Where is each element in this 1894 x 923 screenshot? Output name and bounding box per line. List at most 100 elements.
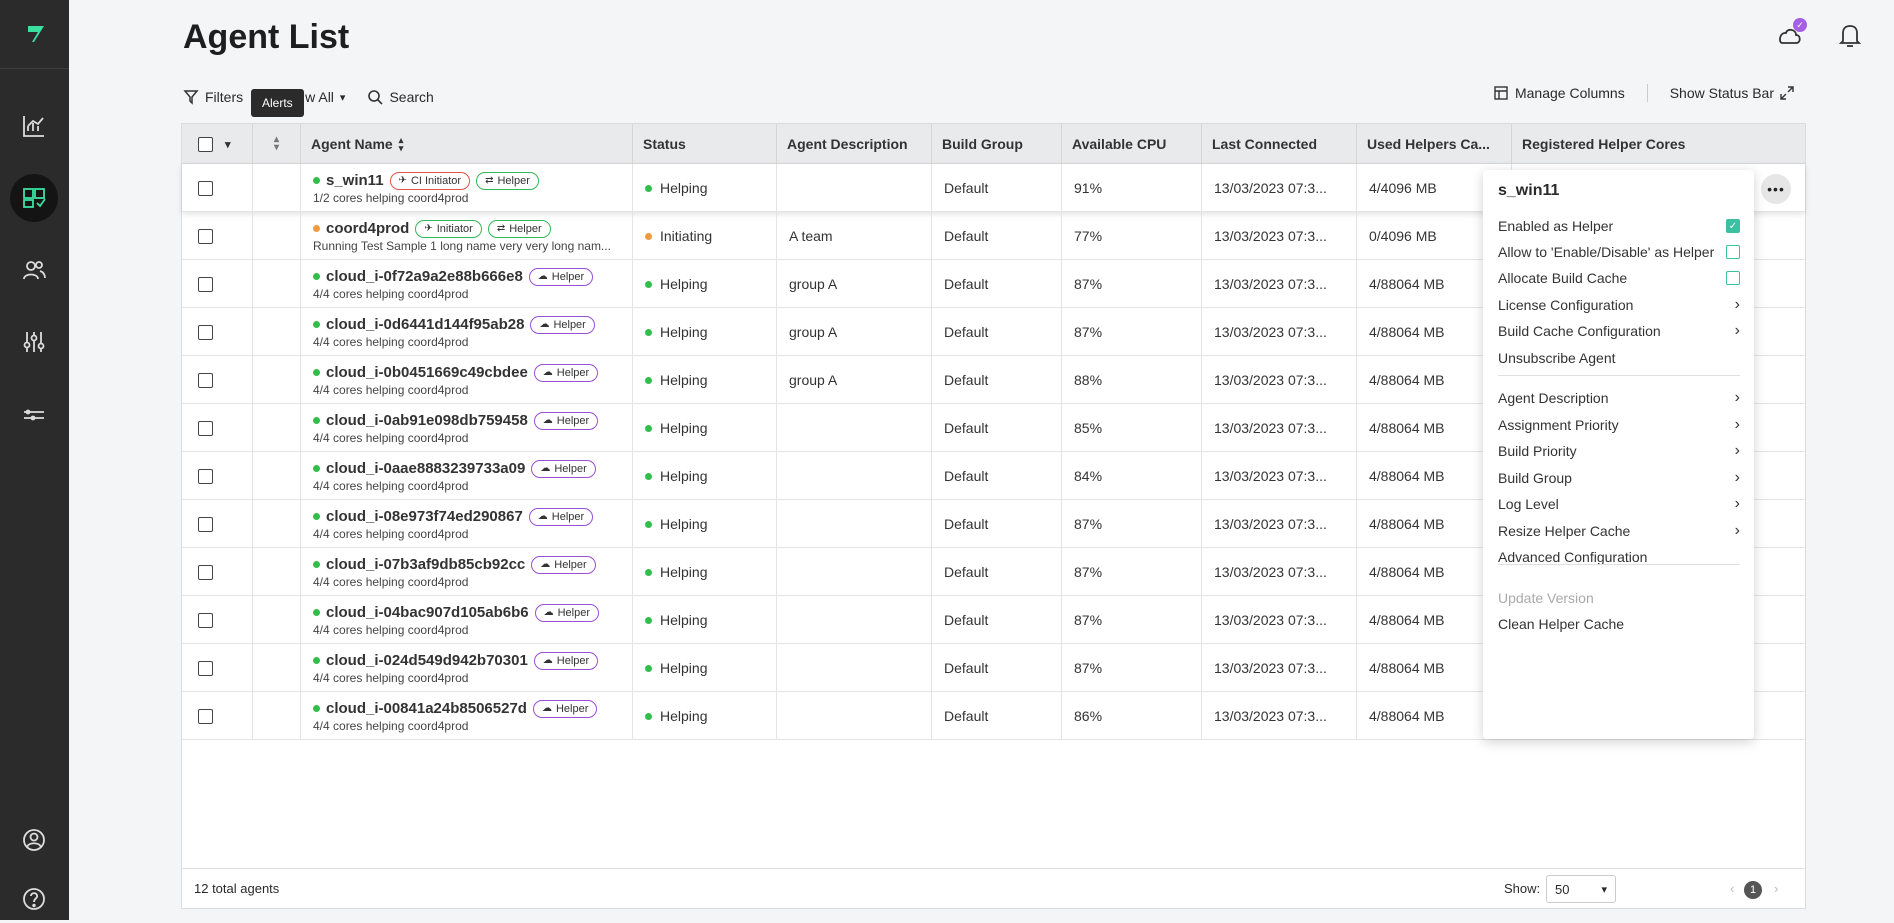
- agent-name-cell[interactable]: cloud_i-04bac907d105ab6b6 ☁ Helper 4/4 core…: [301, 596, 633, 644]
- view-all-dropdown[interactable]: w All ▾: [305, 89, 345, 105]
- row-checkbox[interactable]: [198, 228, 213, 244]
- menu-checkbox[interactable]: [1726, 245, 1740, 259]
- header-available-cpu[interactable]: Available CPU: [1062, 124, 1202, 164]
- menu-item-allocate-build-cache[interactable]: Allocate Build Cache: [1498, 266, 1740, 290]
- header-build-group[interactable]: Build Group: [932, 124, 1062, 164]
- agent-name[interactable]: cloud_i-024d549d942b70301: [326, 652, 528, 669]
- header-registered-helper-cores[interactable]: Registered Helper Cores: [1512, 124, 1807, 164]
- chevron-down-icon[interactable]: ▾: [225, 138, 231, 151]
- row-actions-button[interactable]: •••: [1761, 174, 1791, 204]
- table-row[interactable]: cloud_i-0aae8883239733a09 ☁ Helper 4/4 core…: [182, 452, 1805, 500]
- settings-sliders-icon[interactable]: [10, 318, 58, 366]
- row-checkbox[interactable]: [198, 708, 213, 724]
- agent-name-cell[interactable]: cloud_i-0aae8883239733a09 ☁ Helper 4/4 core…: [301, 452, 633, 500]
- agent-name[interactable]: cloud_i-0d6441d144f95ab28: [326, 316, 525, 333]
- badge-label: Helper: [551, 510, 585, 523]
- table-row[interactable]: s_win11 ✈ CI Initiator ⇄ Helper 1/2 cores hel…: [182, 164, 1805, 212]
- header-agent-name[interactable]: Agent Name ▴ ▾: [301, 124, 633, 164]
- manage-columns-button[interactable]: Manage Columns: [1493, 85, 1625, 101]
- keys-icon[interactable]: [10, 390, 58, 438]
- users-icon[interactable]: [10, 246, 58, 294]
- sort-toggle-header[interactable]: ▴ ▾: [253, 124, 301, 164]
- status-text: Helping: [660, 180, 708, 196]
- cloud-icon[interactable]: ✓: [1774, 18, 1807, 50]
- row-checkbox[interactable]: [198, 324, 213, 340]
- row-checkbox[interactable]: [198, 660, 213, 676]
- menu-item-log-level[interactable]: Log Level ›: [1498, 492, 1740, 516]
- header-agent-description[interactable]: Agent Description: [777, 124, 932, 164]
- logo-icon[interactable]: [0, 0, 69, 69]
- table-row[interactable]: cloud_i-00841a24b8506527d ☁ Helper 4/4 core…: [182, 692, 1805, 740]
- table-row[interactable]: cloud_i-0f72a9a2e88b666e8 ☁ Helper 4/4 core…: [182, 260, 1805, 308]
- agent-name[interactable]: cloud_i-04bac907d105ab6b6: [326, 604, 529, 621]
- agent-name-cell[interactable]: cloud_i-0ab91e098db759458 ☁ Helper 4/4 core…: [301, 404, 633, 452]
- agent-name[interactable]: coord4prod: [326, 220, 410, 237]
- next-page-icon[interactable]: ›: [1774, 881, 1779, 896]
- agent-name-cell[interactable]: cloud_i-08e973f74ed290867 ☁ Helper 4/4 core…: [301, 500, 633, 548]
- menu-item-clean-helper-cache[interactable]: Clean Helper Cache: [1498, 612, 1740, 636]
- row-checkbox[interactable]: [198, 468, 213, 484]
- table-row[interactable]: cloud_i-07b3af9db85cb92cc ☁ Helper 4/4 core…: [182, 548, 1805, 596]
- agent-name[interactable]: cloud_i-00841a24b8506527d: [326, 700, 527, 717]
- agent-name-cell[interactable]: cloud_i-07b3af9db85cb92cc ☁ Helper 4/4 core…: [301, 548, 633, 596]
- menu-item-enabled-as-helper[interactable]: Enabled as Helper ✓: [1498, 214, 1740, 238]
- menu-item-allow-to-enable-disable-as-helper[interactable]: Allow to 'Enable/Disable' as Helper: [1498, 240, 1740, 264]
- agent-name[interactable]: s_win11: [326, 172, 384, 189]
- account-icon[interactable]: [10, 816, 58, 864]
- menu-item-build-priority[interactable]: Build Priority ›: [1498, 439, 1740, 463]
- menu-item-build-group[interactable]: Build Group ›: [1498, 466, 1740, 490]
- agent-name-cell[interactable]: cloud_i-024d549d942b70301 ☁ Helper 4/4 core…: [301, 644, 633, 692]
- menu-item-license-configuration[interactable]: License Configuration ›: [1498, 293, 1740, 317]
- bell-icon[interactable]: [1836, 20, 1864, 50]
- row-checkbox[interactable]: [198, 612, 213, 628]
- menu-item-agent-description[interactable]: Agent Description ›: [1498, 386, 1740, 410]
- row-checkbox[interactable]: [198, 180, 213, 196]
- agent-name-cell[interactable]: cloud_i-0f72a9a2e88b666e8 ☁ Helper 4/4 core…: [301, 260, 633, 308]
- header-last-connected[interactable]: Last Connected: [1202, 124, 1357, 164]
- row-checkbox[interactable]: [198, 516, 213, 532]
- menu-checkbox[interactable]: ✓: [1726, 219, 1740, 233]
- header-used-helpers-cache[interactable]: Used Helpers Ca...: [1357, 124, 1512, 164]
- filters-button[interactable]: Filters: [183, 89, 243, 105]
- row-checkbox[interactable]: [198, 420, 213, 436]
- page-size-select[interactable]: 50 ▾: [1546, 875, 1616, 903]
- menu-item-unsubscribe-agent[interactable]: Unsubscribe Agent: [1498, 346, 1740, 370]
- last-cell: 13/03/2023 07:3...: [1202, 164, 1357, 212]
- menu-item-assignment-priority[interactable]: Assignment Priority ›: [1498, 413, 1740, 437]
- row-checkbox[interactable]: [198, 276, 213, 292]
- menu-item-build-cache-configuration[interactable]: Build Cache Configuration ›: [1498, 319, 1740, 343]
- prev-page-icon[interactable]: ‹: [1730, 881, 1735, 896]
- menu-checkbox[interactable]: [1726, 271, 1740, 285]
- agent-name[interactable]: cloud_i-0ab91e098db759458: [326, 412, 528, 429]
- table-row[interactable]: cloud_i-04bac907d105ab6b6 ☁ Helper 4/4 core…: [182, 596, 1805, 644]
- show-status-bar-button[interactable]: Show Status Bar: [1670, 85, 1794, 101]
- agent-name-cell[interactable]: cloud_i-0d6441d144f95ab28 ☁ Helper 4/4 core…: [301, 308, 633, 356]
- table-row[interactable]: cloud_i-024d549d942b70301 ☁ Helper 4/4 core…: [182, 644, 1805, 692]
- analytics-icon[interactable]: [10, 102, 58, 150]
- table-row[interactable]: cloud_i-08e973f74ed290867 ☁ Helper 4/4 core…: [182, 500, 1805, 548]
- agent-name[interactable]: cloud_i-0b0451669c49cbdee: [326, 364, 528, 381]
- select-all-checkbox[interactable]: [198, 136, 213, 152]
- help-icon[interactable]: [10, 875, 58, 923]
- menu-item-resize-helper-cache[interactable]: Resize Helper Cache ›: [1498, 519, 1740, 543]
- agents-icon[interactable]: [10, 174, 58, 222]
- agent-name-cell[interactable]: cloud_i-00841a24b8506527d ☁ Helper 4/4 core…: [301, 692, 633, 740]
- search-button[interactable]: Search: [367, 89, 434, 105]
- badge-label: Helper: [556, 366, 590, 379]
- agent-name-cell[interactable]: cloud_i-0b0451669c49cbdee ☁ Helper 4/4 core…: [301, 356, 633, 404]
- menu-item-label: Assignment Priority: [1498, 417, 1619, 433]
- agent-name[interactable]: cloud_i-07b3af9db85cb92cc: [326, 556, 526, 573]
- table-row[interactable]: coord4prod ✈ Initiator ⇄ Helper Running Test …: [182, 212, 1805, 260]
- agent-name[interactable]: cloud_i-0f72a9a2e88b666e8: [326, 268, 523, 285]
- menu-item-advanced-configuration[interactable]: Advanced Configuration: [1498, 545, 1740, 569]
- row-checkbox[interactable]: [198, 372, 213, 388]
- table-row[interactable]: cloud_i-0b0451669c49cbdee ☁ Helper 4/4 core…: [182, 356, 1805, 404]
- current-page[interactable]: 1: [1744, 881, 1762, 899]
- header-status[interactable]: Status: [633, 124, 777, 164]
- agent-name-cell[interactable]: coord4prod ✈ Initiator ⇄ Helper Running Test …: [301, 212, 633, 260]
- table-row[interactable]: cloud_i-0d6441d144f95ab28 ☁ Helper 4/4 core…: [182, 308, 1805, 356]
- agent-name-cell[interactable]: s_win11 ✈ CI Initiator ⇄ Helper 1/2 cores hel…: [301, 164, 633, 212]
- row-checkbox[interactable]: [198, 564, 213, 580]
- agent-name[interactable]: cloud_i-08e973f74ed290867: [326, 508, 523, 525]
- agent-name[interactable]: cloud_i-0aae8883239733a09: [326, 460, 526, 477]
